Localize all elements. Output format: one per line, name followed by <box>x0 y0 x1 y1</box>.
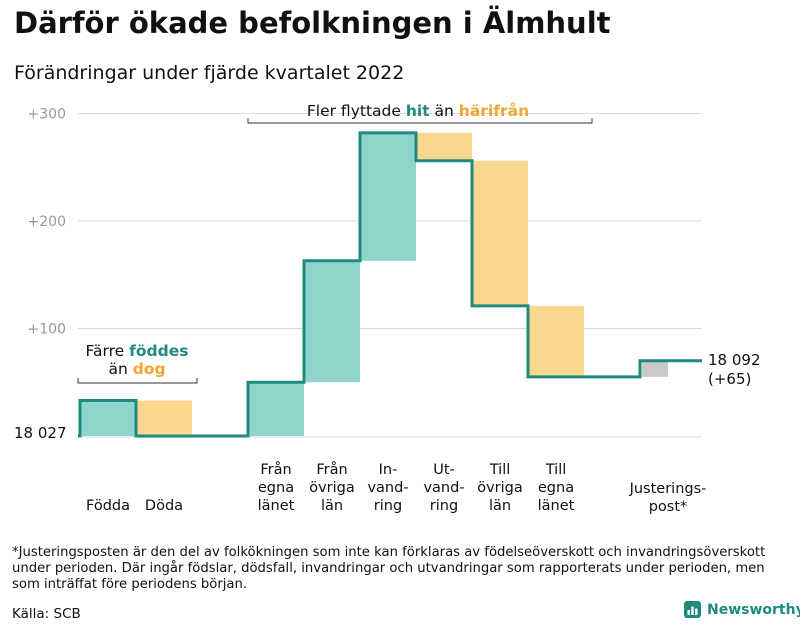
step-line-path <box>78 131 702 438</box>
bar-chart-icon <box>684 601 701 618</box>
category-label: vand- <box>423 480 464 496</box>
chart-subtitle: Förändringar under fjärde kvartalet 2022 <box>14 62 405 84</box>
category-label: egna <box>538 480 574 496</box>
waterfall-bar <box>80 400 136 436</box>
annotation-migration: Fler flyttade hit än härifrån <box>307 101 529 120</box>
end-value-label: 18 092 <box>708 351 761 369</box>
annotation-bracket <box>77 378 198 384</box>
category-label: vand- <box>367 480 408 496</box>
category-label: Till <box>489 462 511 478</box>
category-label: egna <box>258 480 294 496</box>
bars <box>80 132 668 436</box>
category-label: övriga <box>477 480 523 496</box>
waterfall-bar <box>136 400 192 436</box>
waterfall-bar <box>642 360 668 377</box>
category-label: Födda <box>86 498 130 514</box>
y-tick-label: +100 <box>28 322 66 338</box>
category-label: län <box>489 498 511 514</box>
waterfall-bar <box>416 132 472 161</box>
category-label: In- <box>379 462 398 478</box>
annotation-bracket <box>247 118 593 124</box>
annotation-deaths: än dog <box>108 360 165 378</box>
start-value-label: 18 027 <box>14 424 67 442</box>
waterfall-bar <box>360 132 416 261</box>
waterfall-bar <box>248 382 304 436</box>
y-tick-label: +300 <box>28 107 66 123</box>
category-label: länet <box>258 498 295 514</box>
waterfall-bar <box>472 160 528 306</box>
step-line <box>78 131 702 438</box>
category-label: län <box>321 498 343 514</box>
annotation-births: Färre föddes <box>86 342 189 360</box>
labels: 18 027 18 092(+65) Födda Döda Från egna länet F… <box>14 351 761 515</box>
y-tick-label: +200 <box>28 214 66 230</box>
category-label: Från <box>260 461 291 478</box>
chart-title: Därför ökade befolkningen i Älmhult <box>14 6 611 40</box>
waterfall-bar <box>304 260 360 383</box>
end-change-label: (+65) <box>708 370 751 388</box>
category-label: Döda <box>145 498 183 514</box>
category-label: Från <box>316 461 347 478</box>
category-label: Till <box>545 462 567 478</box>
source-note: Källa: SCB <box>12 606 81 622</box>
category-label: övriga <box>309 480 355 496</box>
brand-name: Newsworthy <box>707 601 800 618</box>
category-label: post* <box>649 499 688 515</box>
category-label: Ut- <box>433 462 455 478</box>
category-label: ring <box>374 498 402 514</box>
category-label: länet <box>538 498 575 514</box>
category-label: ring <box>430 498 458 514</box>
footnote: *Justeringsposten är den del av folkökni… <box>12 545 766 592</box>
waterfall-bar <box>528 305 584 377</box>
category-label: Justerings- <box>629 481 707 497</box>
brand-logo: Newsworthy <box>684 601 800 618</box>
